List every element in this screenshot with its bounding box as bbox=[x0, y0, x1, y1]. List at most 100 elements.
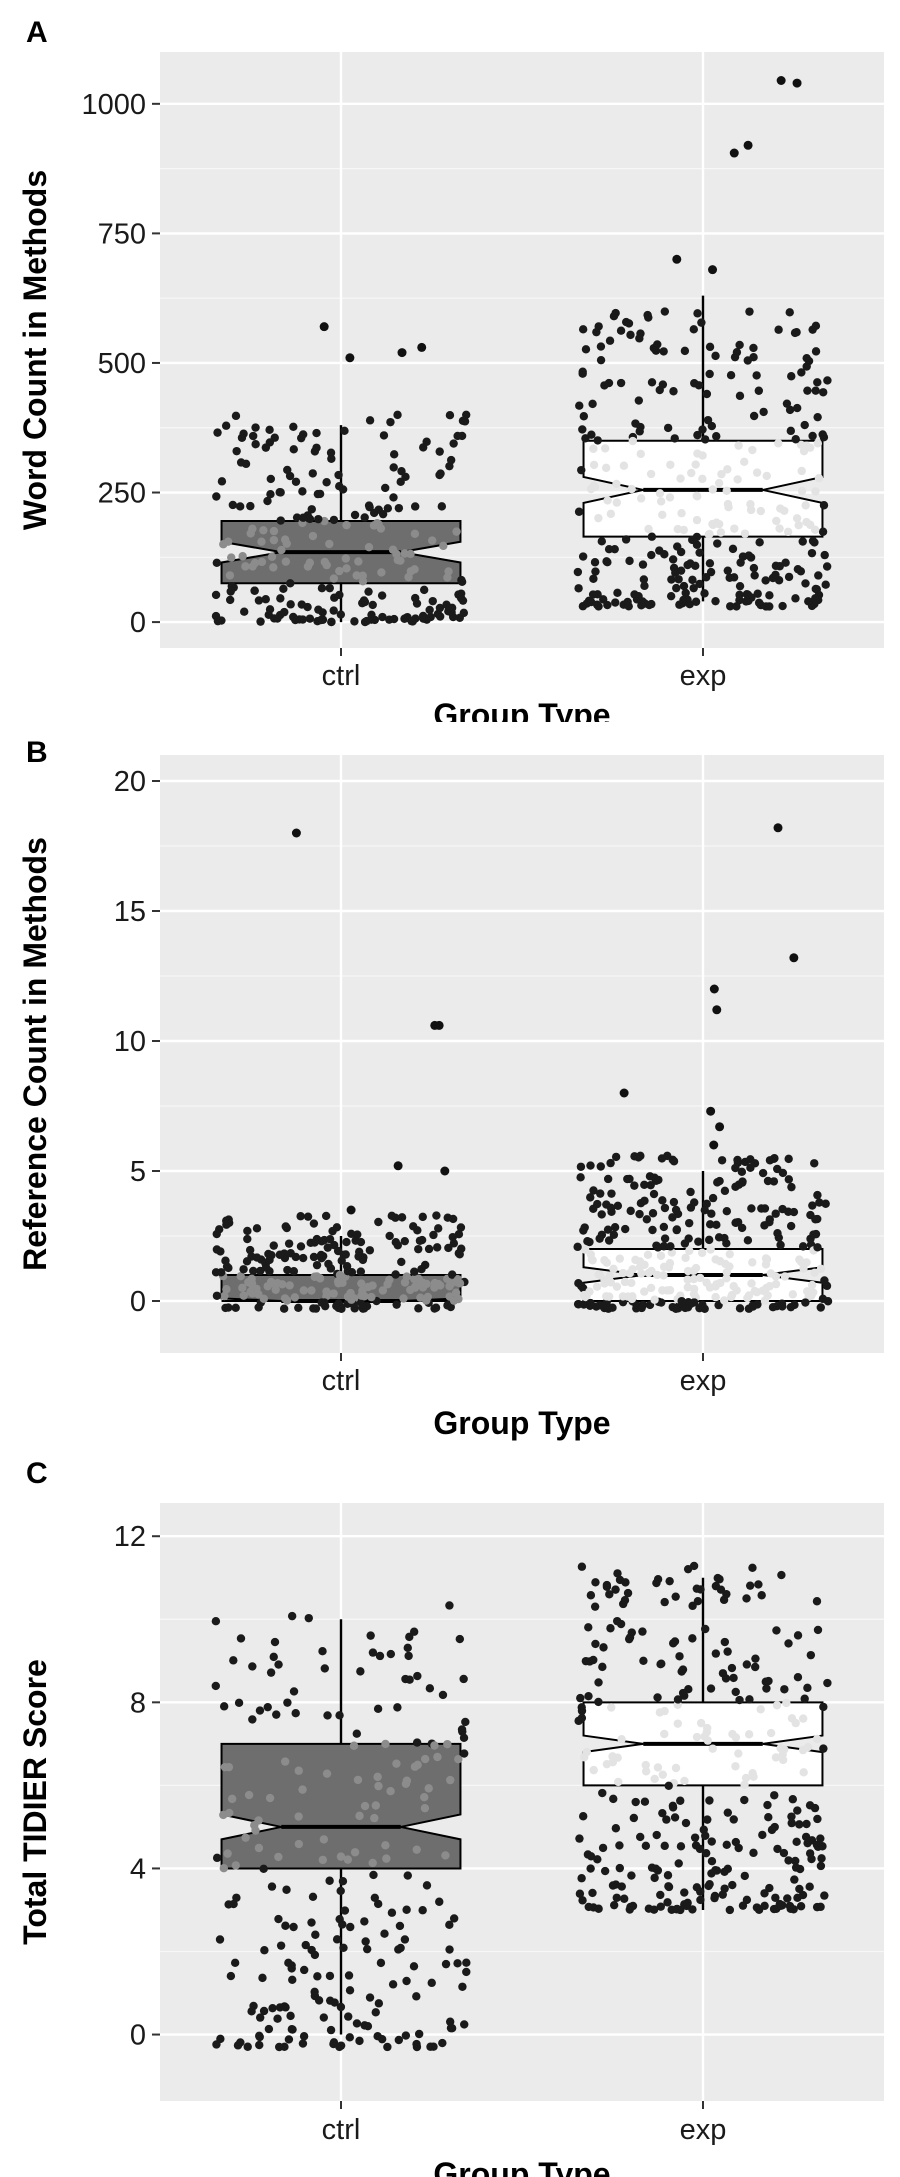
data-point bbox=[347, 1229, 356, 1239]
data-point bbox=[258, 1973, 267, 1983]
data-point bbox=[606, 1278, 616, 1287]
data-point bbox=[228, 500, 238, 510]
data-point bbox=[772, 516, 781, 526]
data-point bbox=[711, 596, 720, 606]
data-point bbox=[811, 386, 820, 395]
data-point bbox=[766, 1269, 776, 1278]
y-tick-label: 10 bbox=[114, 1026, 146, 1058]
data-point bbox=[804, 356, 814, 366]
data-point bbox=[434, 1224, 443, 1233]
data-point bbox=[225, 595, 235, 605]
data-point bbox=[694, 1237, 703, 1246]
data-point bbox=[648, 1225, 657, 1235]
data-point bbox=[636, 1151, 645, 1161]
data-point bbox=[776, 1240, 785, 1250]
data-point bbox=[358, 577, 368, 586]
x-axis-title: Group Type bbox=[433, 697, 610, 722]
data-point bbox=[603, 496, 612, 505]
data-point bbox=[346, 1922, 355, 1932]
data-point bbox=[663, 1871, 673, 1880]
data-point bbox=[816, 1902, 825, 1912]
data-point bbox=[740, 1157, 750, 1167]
data-point bbox=[255, 2040, 264, 2050]
data-point bbox=[224, 537, 233, 546]
data-point bbox=[805, 1801, 815, 1810]
data-point bbox=[589, 444, 598, 453]
y-tick-label: 0 bbox=[130, 1286, 146, 1318]
data-point bbox=[420, 1260, 430, 1270]
data-point bbox=[586, 1193, 595, 1202]
data-point bbox=[355, 2036, 364, 2046]
data-point bbox=[229, 1656, 238, 1665]
data-point bbox=[299, 2032, 309, 2041]
data-point bbox=[236, 458, 246, 467]
data-point bbox=[585, 1287, 594, 1296]
data-point bbox=[251, 440, 260, 449]
data-point bbox=[320, 557, 330, 567]
data-point bbox=[446, 455, 456, 465]
data-point bbox=[289, 445, 298, 454]
data-point bbox=[291, 477, 301, 486]
data-point bbox=[312, 1260, 322, 1270]
data-point bbox=[246, 1287, 255, 1296]
data-point bbox=[726, 370, 736, 380]
data-point bbox=[808, 325, 817, 334]
box-ctrl bbox=[211, 1601, 471, 2052]
outlier-point bbox=[792, 78, 802, 88]
data-point bbox=[776, 1901, 786, 1911]
data-point bbox=[227, 553, 236, 562]
data-point bbox=[808, 431, 817, 441]
data-point bbox=[755, 538, 764, 547]
data-point bbox=[780, 506, 789, 516]
data-point bbox=[671, 1303, 680, 1313]
data-point bbox=[627, 1278, 636, 1288]
data-point bbox=[276, 516, 285, 525]
data-point bbox=[818, 527, 828, 536]
data-point bbox=[360, 513, 369, 522]
data-point bbox=[640, 1287, 649, 1296]
data-point bbox=[676, 474, 685, 483]
data-point bbox=[641, 1767, 651, 1776]
data-point bbox=[771, 1279, 781, 1289]
data-point bbox=[257, 537, 266, 546]
data-point bbox=[753, 589, 762, 598]
data-point bbox=[597, 1210, 606, 1219]
data-point bbox=[693, 1597, 703, 1606]
data-point bbox=[325, 583, 334, 593]
data-point bbox=[812, 1734, 822, 1744]
data-point bbox=[758, 1830, 767, 1840]
data-point bbox=[659, 1262, 669, 1271]
data-point bbox=[373, 2031, 382, 2041]
data-point bbox=[575, 1889, 585, 1898]
outlier-point bbox=[706, 1106, 716, 1116]
data-point bbox=[701, 1831, 710, 1840]
data-point bbox=[646, 469, 656, 479]
y-tick-label: 0 bbox=[130, 607, 146, 639]
data-point bbox=[422, 437, 431, 446]
data-point bbox=[364, 587, 373, 596]
data-point bbox=[586, 1298, 595, 1308]
data-point bbox=[428, 596, 437, 606]
data-point bbox=[441, 1959, 451, 1969]
data-point bbox=[446, 1775, 455, 1785]
data-point bbox=[394, 503, 404, 513]
data-point bbox=[612, 1282, 622, 1291]
data-point bbox=[765, 1215, 774, 1224]
data-point bbox=[742, 1660, 752, 1669]
data-point bbox=[691, 561, 700, 571]
data-point bbox=[680, 1239, 690, 1248]
data-point bbox=[462, 1958, 471, 1967]
data-point bbox=[342, 1237, 351, 1247]
data-point bbox=[603, 1174, 613, 1184]
data-point bbox=[602, 1580, 612, 1590]
data-point bbox=[254, 1843, 264, 1853]
data-point bbox=[584, 1623, 593, 1632]
data-point bbox=[319, 2013, 329, 2022]
data-point bbox=[669, 1197, 679, 1207]
data-point bbox=[737, 1167, 747, 1177]
data-point bbox=[239, 1291, 248, 1300]
data-point bbox=[418, 1212, 427, 1222]
data-point bbox=[750, 1286, 759, 1296]
data-point bbox=[586, 1161, 595, 1170]
data-point bbox=[259, 1864, 268, 1874]
